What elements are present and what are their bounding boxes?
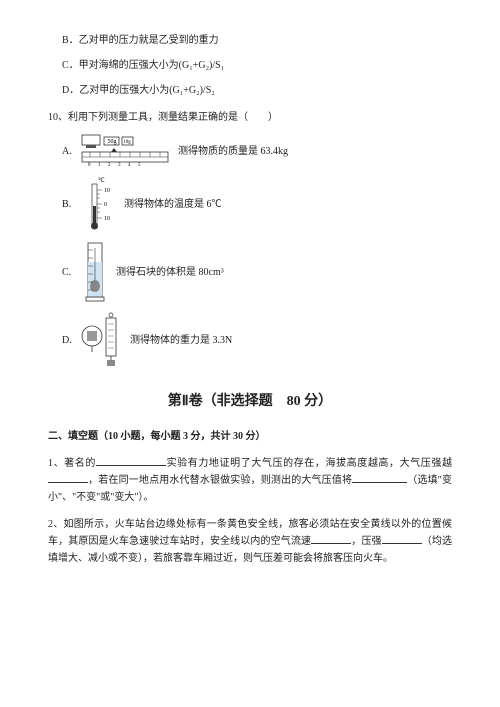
- option-text: 测得石块的体积是 80cm³: [116, 264, 224, 281]
- q10-option-c: C. 测得石块的体积是 80cm³: [48, 240, 452, 304]
- option-label: A.: [62, 143, 80, 160]
- svg-text:℃: ℃: [98, 178, 105, 184]
- option-label: B.: [62, 196, 80, 213]
- q10-option-b: B. ℃ 10 0 10 测得物体的温度是 6℃: [48, 176, 452, 232]
- svg-text:10: 10: [104, 188, 110, 194]
- graduated-cylinder-icon: [80, 240, 110, 304]
- blank-input[interactable]: [48, 472, 88, 483]
- spring-scale-icon: [80, 312, 124, 368]
- q10-option-a: A. 50g 10g 0 1 2 3 4 5 测得物质的质量是 63.4kg: [48, 134, 452, 168]
- svg-text:2: 2: [108, 163, 111, 168]
- blank-input[interactable]: [382, 533, 422, 544]
- blank-input[interactable]: [96, 455, 166, 466]
- q10-stem: 10、利用下列测量工具，测量结果正确的是（ ）: [48, 109, 452, 126]
- section-2-title: 第Ⅱ卷（非选择题 80 分）: [48, 390, 452, 414]
- blank-input[interactable]: [352, 472, 407, 483]
- fill-blank-heading: 二、填空题（10 小题，每小题 3 分，共计 30 分）: [48, 428, 452, 445]
- svg-text:5: 5: [138, 163, 141, 168]
- svg-text:10g: 10g: [123, 140, 131, 145]
- q9-option-b: B．乙对甲的压力就是乙受到的重力: [48, 32, 452, 49]
- svg-text:0: 0: [88, 163, 91, 168]
- fill-q1: 1、著名的实验有力地证明了大气压的存在，海拔高度越高，大气压强越，若在同一地点用…: [48, 455, 452, 506]
- svg-text:1: 1: [98, 163, 101, 168]
- option-text: 测得物质的质量是 63.4kg: [178, 143, 288, 160]
- q9-option-c: C．甲对海绵的压强大小为(G₁+G₂)/S₁: [48, 57, 452, 74]
- option-label: D.: [62, 332, 80, 349]
- option-text: 测得物体的重力是 3.3N: [130, 332, 232, 349]
- q10-option-d: D. 测得物体的重力是 3.3N: [48, 312, 452, 368]
- svg-text:3: 3: [118, 163, 121, 168]
- option-text: 测得物体的温度是 6℃: [124, 196, 222, 213]
- blank-input[interactable]: [311, 533, 351, 544]
- fill-q2: 2、如图所示，火车站台边缘处标有一条黄色安全线，旅客必须站在安全黄线以外的位置候…: [48, 516, 452, 567]
- svg-text:10: 10: [104, 216, 110, 222]
- svg-text:4: 4: [128, 163, 131, 168]
- option-label: C.: [62, 264, 80, 281]
- q9-option-d: D．乙对甲的压强大小为(G₁+G₂)/S₂: [48, 82, 452, 99]
- balance-scale-icon: 50g 10g 0 1 2 3 4 5: [80, 134, 172, 168]
- svg-text:0: 0: [104, 202, 107, 208]
- svg-text:50g: 50g: [108, 139, 117, 145]
- thermometer-icon: ℃ 10 0 10: [80, 176, 118, 232]
